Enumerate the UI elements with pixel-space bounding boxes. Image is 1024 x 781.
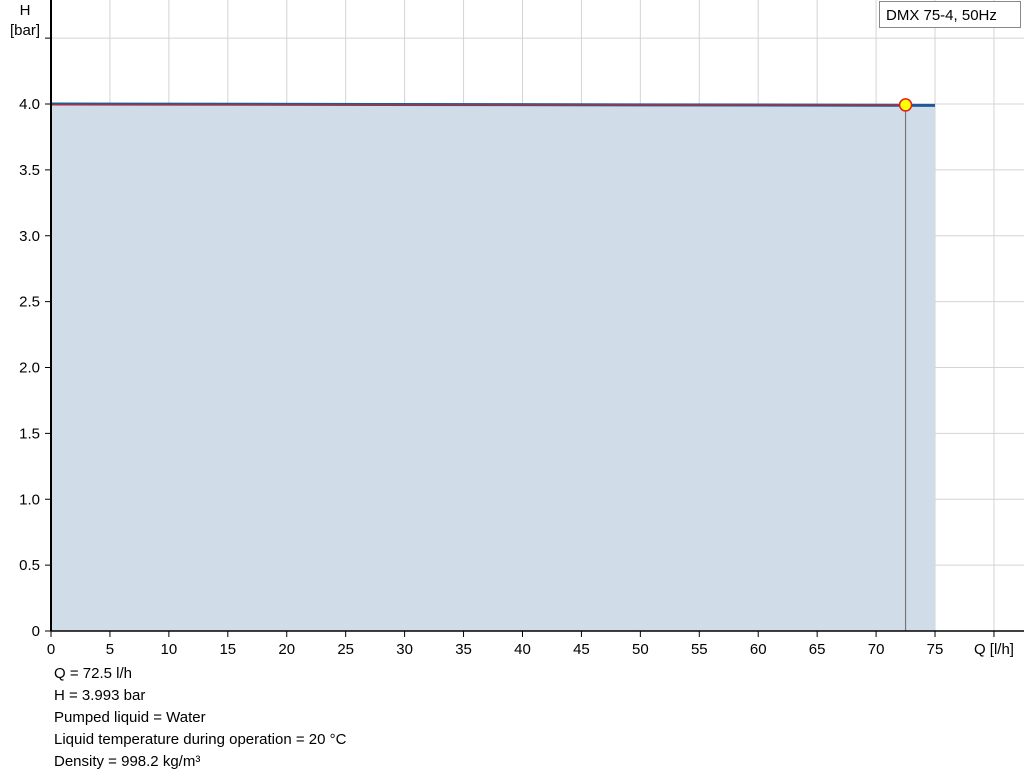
curve-area <box>51 104 936 631</box>
y-tick-label: 2.0 <box>19 360 40 377</box>
x-tick-label: 65 <box>809 641 826 658</box>
x-tick-label: 10 <box>161 641 178 658</box>
x-axis-label: Q [l/h] <box>974 641 1014 658</box>
info-head: H = 3.993 bar <box>54 687 146 704</box>
x-tick-label: 45 <box>573 641 590 658</box>
x-tick-label: 5 <box>106 641 114 658</box>
info-flow: Q = 72.5 l/h <box>54 665 132 682</box>
operating-point <box>898 98 913 112</box>
x-tick-label: 60 <box>750 641 767 658</box>
y-tick-label: 0 <box>32 623 40 640</box>
pump-curve-chart: 0 5 10 15 20 25 30 35 40 45 50 55 60 65 70 75 Q [l/h] 0 0.… <box>10 0 1024 658</box>
info-liquid: Pumped liquid = Water <box>54 709 206 726</box>
y-tick-label: 0.5 <box>19 557 40 574</box>
legend-entry: DMX 75-4, 50Hz <box>879 1 1021 28</box>
y-tick-label: 1.5 <box>19 425 40 442</box>
x-tick-label: 25 <box>337 641 354 658</box>
x-tick-label: 75 <box>927 641 944 658</box>
x-tick-label: 55 <box>691 641 708 658</box>
x-tick-label: 0 <box>47 641 55 658</box>
x-tick-label: 70 <box>868 641 885 658</box>
x-tick-label: 30 <box>396 641 413 658</box>
x-tick-label: 35 <box>455 641 472 658</box>
y-tick-label: 1.0 <box>19 491 40 508</box>
y-tick-label: 3.5 <box>19 162 40 179</box>
info-temperature: Liquid temperature during operation = 20… <box>54 731 347 748</box>
x-tick-label: 15 <box>219 641 236 658</box>
y-axis-label: H <box>20 2 31 19</box>
x-tick-label: 50 <box>632 641 649 658</box>
x-tick-label: 20 <box>278 641 295 658</box>
y-axis-unit: [bar] <box>10 22 40 39</box>
y-tick-label: 3.0 <box>19 228 40 245</box>
x-tick-label: 40 <box>514 641 531 658</box>
y-tick-label: 4.0 <box>19 96 40 113</box>
info-density: Density = 998.2 kg/m³ <box>54 753 201 770</box>
y-tick-label: 2.5 <box>19 294 40 311</box>
